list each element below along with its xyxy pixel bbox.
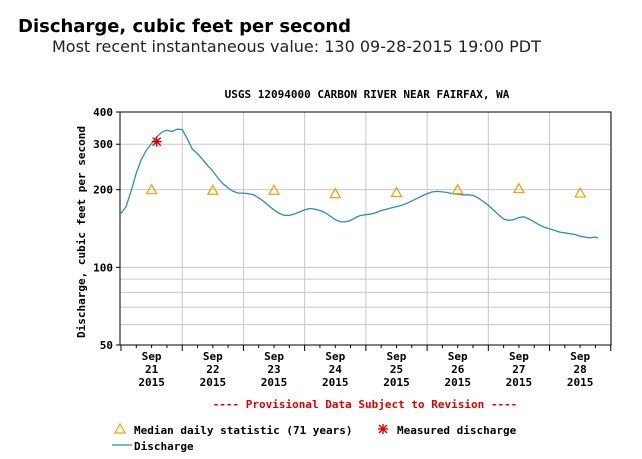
- legend-label-discharge: Discharge: [134, 440, 194, 453]
- triangle-icon: [113, 422, 127, 434]
- x-tick-label: Sep: [448, 350, 468, 363]
- asterisk-icon: [378, 424, 388, 434]
- x-tick-label: 2015: [138, 376, 165, 389]
- y-tick-label: 300: [93, 138, 113, 151]
- x-tick-label: 2015: [567, 376, 594, 389]
- x-tick-label: 23: [267, 363, 280, 376]
- grid-layer: [120, 111, 612, 346]
- legend: Median daily statistic (71 years) Measure…: [112, 422, 517, 453]
- x-tick-label: 2015: [506, 376, 533, 389]
- legend-label-median: Median daily statistic (71 years): [134, 424, 353, 437]
- median-point: [329, 187, 342, 199]
- y-tick-label: 50: [100, 339, 113, 352]
- y-tick-label: 200: [93, 184, 113, 197]
- x-tick-label: 2015: [200, 376, 227, 389]
- measured-point: [151, 136, 162, 147]
- y-tick-label: 100: [93, 261, 113, 274]
- y-axis-label: Discharge, cubic feet per second: [75, 126, 88, 338]
- y-tick-label: 400: [93, 106, 113, 119]
- x-tick-label: Sep: [325, 350, 345, 363]
- median-point: [390, 186, 403, 198]
- page-title: Discharge, cubic feet per second: [18, 16, 352, 37]
- x-tick-label: 28: [574, 363, 587, 376]
- x-tick-label: Sep: [570, 350, 590, 363]
- x-tick-label: Sep: [203, 350, 223, 363]
- x-tick-label: Sep: [509, 350, 529, 363]
- x-tick-label: 2015: [444, 376, 471, 389]
- x-tick-label: 21: [145, 363, 159, 376]
- x-tick-label: 25: [390, 363, 403, 376]
- median-point: [145, 183, 158, 195]
- x-tick-label: 22: [206, 363, 219, 376]
- data-layer: [120, 128, 599, 239]
- median-point: [451, 183, 464, 195]
- x-tick-label: 26: [451, 363, 465, 376]
- x-tick-label: 2015: [322, 376, 349, 389]
- median-point: [268, 183, 281, 195]
- x-tick-label: 2015: [383, 376, 410, 389]
- x-tick-label: Sep: [387, 350, 407, 363]
- median-point: [512, 182, 525, 194]
- chart-title: USGS 12094000 CARBON RIVER NEAR FAIRFAX,…: [225, 88, 510, 101]
- median-point: [206, 183, 219, 195]
- x-tick-label: 27: [512, 363, 525, 376]
- x-tick-label: 24: [329, 363, 343, 376]
- axes-layer: 50100200300400Sep212015Sep222015Sep23201…: [93, 106, 612, 389]
- provisional-note: ---- Provisional Data Subject to Revisio…: [213, 398, 518, 411]
- discharge-line: [120, 128, 599, 239]
- x-tick-label: 2015: [261, 376, 288, 389]
- median-point: [574, 186, 587, 198]
- x-tick-label: Sep: [142, 350, 162, 363]
- recent-value-text: Most recent instantaneous value: 130 09-…: [52, 37, 541, 56]
- legend-label-measured: Measured discharge: [397, 424, 517, 437]
- x-tick-label: Sep: [264, 350, 284, 363]
